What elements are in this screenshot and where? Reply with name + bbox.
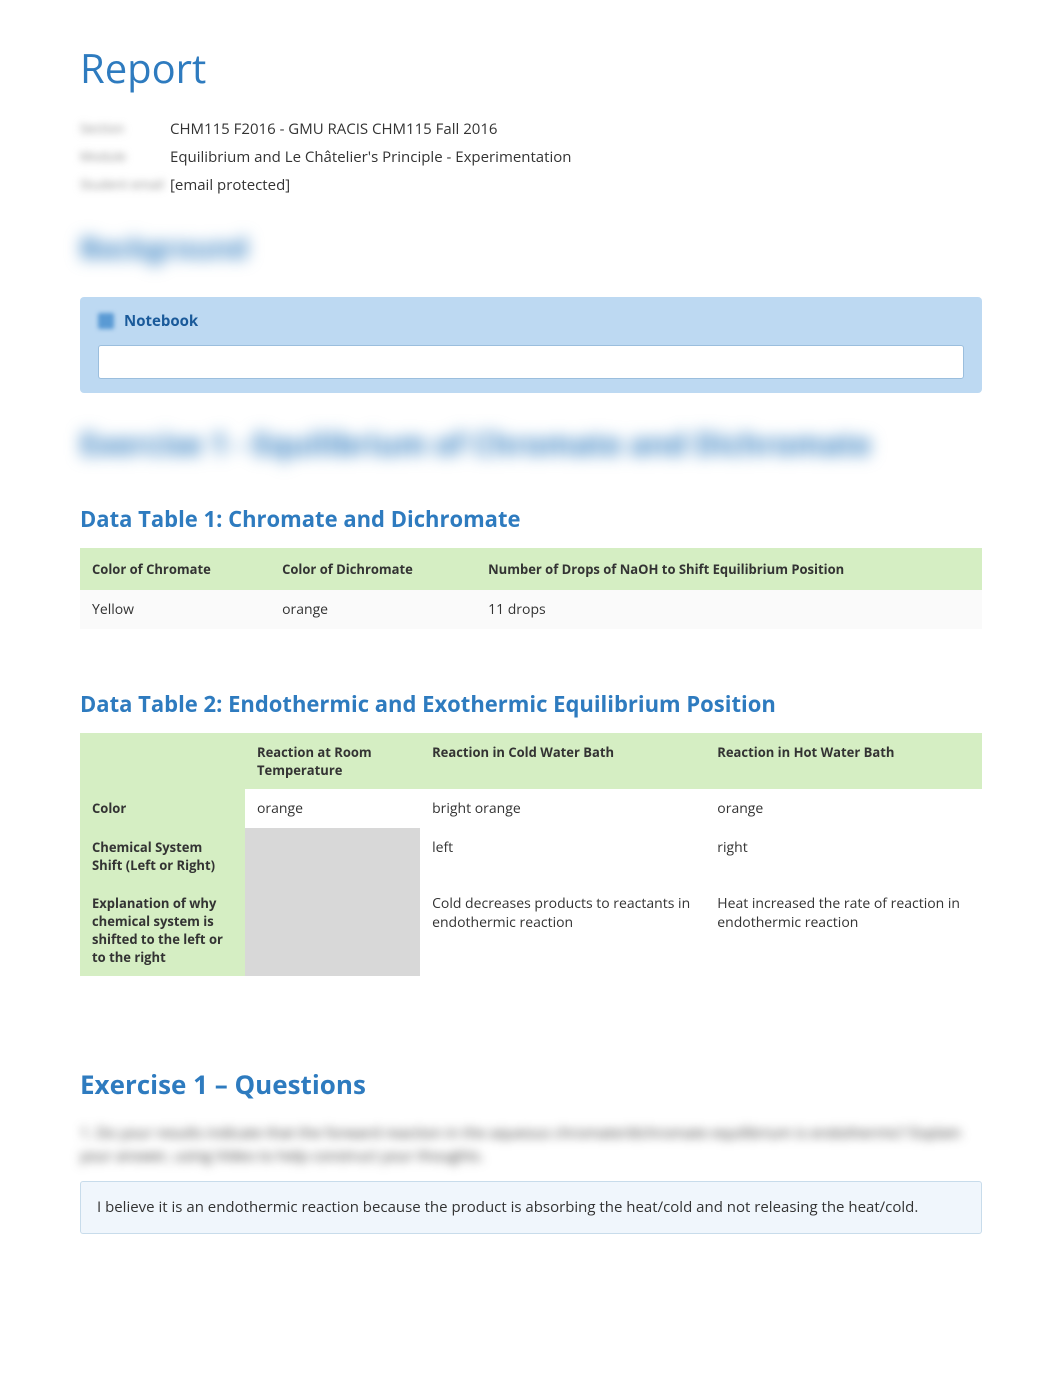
notebook-input[interactable] bbox=[98, 345, 964, 379]
notebook-icon bbox=[98, 313, 114, 329]
data-table-2: Reaction at Room Temperature Reaction in… bbox=[80, 733, 982, 976]
meta-row: Module Equilibrium and Le Châtelier's Pr… bbox=[80, 143, 982, 171]
table2-row1-label: Color bbox=[80, 789, 245, 828]
table2-row3-c3: Heat increased the rate of reaction in e… bbox=[705, 884, 982, 976]
meta-value-email: [email protected] bbox=[170, 175, 290, 195]
notebook-label: Notebook bbox=[124, 311, 198, 331]
table2-header-empty bbox=[80, 733, 245, 789]
meta-row: Section CHM115 F2016 - GMU RACIS CHM115 … bbox=[80, 115, 982, 143]
meta-table: Section CHM115 F2016 - GMU RACIS CHM115 … bbox=[80, 115, 982, 199]
table-row: Chemical System Shift (Left or Right) le… bbox=[80, 828, 982, 884]
table2-row3-label: Explanation of why chemical system is sh… bbox=[80, 884, 245, 976]
table2-row1-c1: orange bbox=[245, 789, 420, 828]
meta-row: Student email [email protected] bbox=[80, 171, 982, 199]
report-title: Report bbox=[80, 40, 982, 95]
question1-text: 1. Do your results indicate that the for… bbox=[80, 1122, 982, 1167]
questions-heading: Exercise 1 – Questions bbox=[80, 1066, 982, 1102]
table2-title: Data Table 2: Endothermic and Exothermic… bbox=[80, 689, 982, 719]
table2-header2: Reaction in Cold Water Bath bbox=[420, 733, 705, 789]
table1-col2: Color of Dichromate bbox=[270, 548, 476, 590]
table2-row2-c3: right bbox=[705, 828, 982, 884]
notebook-box: Notebook bbox=[80, 297, 982, 393]
meta-value-module: Equilibrium and Le Châtelier's Principle… bbox=[170, 147, 571, 167]
meta-value-section: CHM115 F2016 - GMU RACIS CHM115 Fall 201… bbox=[170, 119, 498, 139]
table1-val2: orange bbox=[270, 590, 476, 629]
meta-label-section: Section bbox=[80, 119, 170, 139]
meta-label-module: Module bbox=[80, 147, 170, 167]
question1-answer[interactable]: I believe it is an endothermic reaction … bbox=[80, 1181, 982, 1234]
table2-row1-c3: orange bbox=[705, 789, 982, 828]
notebook-header: Notebook bbox=[98, 311, 964, 331]
background-heading: Background bbox=[80, 229, 982, 267]
table1-col3: Number of Drops of NaOH to Shift Equilib… bbox=[476, 548, 982, 590]
data-table-1: Color of Chromate Color of Dichromate Nu… bbox=[80, 548, 982, 629]
table2-row2-c1 bbox=[245, 828, 420, 884]
table1-title: Data Table 1: Chromate and Dichromate bbox=[80, 504, 982, 534]
table2-header3: Reaction in Hot Water Bath bbox=[705, 733, 982, 789]
table2-row3-c2: Cold decreases products to reactants in … bbox=[420, 884, 705, 976]
table2-row2-label: Chemical System Shift (Left or Right) bbox=[80, 828, 245, 884]
table2-header1: Reaction at Room Temperature bbox=[245, 733, 420, 789]
meta-label-email: Student email bbox=[80, 175, 170, 195]
table1-val3: 11 drops bbox=[476, 590, 982, 629]
table-row: Color orange bright orange orange bbox=[80, 789, 982, 828]
table-row: Yellow orange 11 drops bbox=[80, 590, 982, 629]
table-row: Explanation of why chemical system is sh… bbox=[80, 884, 982, 976]
table2-row1-c2: bright orange bbox=[420, 789, 705, 828]
table2-row2-c2: left bbox=[420, 828, 705, 884]
table1-val1: Yellow bbox=[80, 590, 270, 629]
table2-row3-c1 bbox=[245, 884, 420, 976]
exercise1-heading: Exercise 1 - Equilibrium of Chromate and… bbox=[80, 423, 982, 464]
table1-col1: Color of Chromate bbox=[80, 548, 270, 590]
